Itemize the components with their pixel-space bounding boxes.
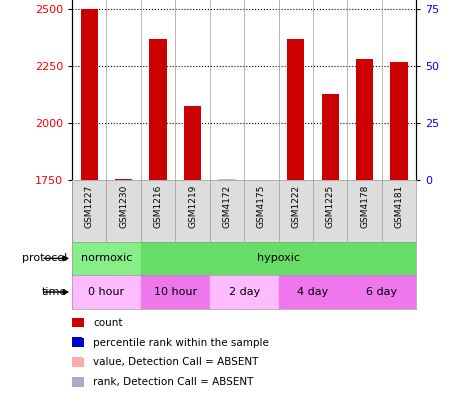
Text: rank, Detection Call = ABSENT: rank, Detection Call = ABSENT	[93, 377, 253, 387]
Bar	[279, 275, 347, 309]
Bar	[141, 275, 210, 309]
Bar	[80, 10, 98, 180]
Text: GSM1222: GSM1222	[291, 185, 300, 228]
Bar	[210, 275, 279, 309]
Text: 2 day: 2 day	[228, 287, 260, 297]
Text: 6 day: 6 day	[366, 287, 397, 297]
Text: GSM1219: GSM1219	[188, 185, 197, 228]
Bar	[72, 242, 141, 275]
Bar	[322, 93, 339, 180]
Bar	[347, 275, 416, 309]
Text: count: count	[93, 318, 122, 328]
Text: protocol: protocol	[22, 253, 67, 263]
Text: GSM4178: GSM4178	[360, 185, 369, 228]
Text: GSM1230: GSM1230	[119, 185, 128, 228]
Text: GSM4172: GSM4172	[222, 185, 232, 228]
Bar	[287, 39, 304, 180]
Text: GSM1216: GSM1216	[153, 185, 163, 228]
Bar	[149, 39, 166, 180]
Bar	[115, 179, 132, 180]
Text: 4 day: 4 day	[297, 287, 329, 297]
Text: GSM1227: GSM1227	[85, 185, 94, 228]
Text: time: time	[42, 287, 67, 297]
Bar	[390, 62, 407, 180]
Bar	[184, 106, 201, 180]
Text: GSM1225: GSM1225	[326, 185, 335, 228]
Bar	[356, 59, 373, 180]
Text: GSM4181: GSM4181	[394, 185, 404, 228]
Text: 10 hour: 10 hour	[154, 287, 197, 297]
Bar	[141, 242, 416, 275]
Bar	[72, 275, 141, 309]
Text: 0 hour: 0 hour	[88, 287, 125, 297]
Text: GSM4175: GSM4175	[257, 185, 266, 228]
Bar	[219, 179, 236, 180]
Text: percentile rank within the sample: percentile rank within the sample	[93, 337, 269, 348]
Text: value, Detection Call = ABSENT: value, Detection Call = ABSENT	[93, 357, 259, 367]
Text: normoxic: normoxic	[81, 253, 132, 263]
Text: hypoxic: hypoxic	[257, 253, 300, 263]
